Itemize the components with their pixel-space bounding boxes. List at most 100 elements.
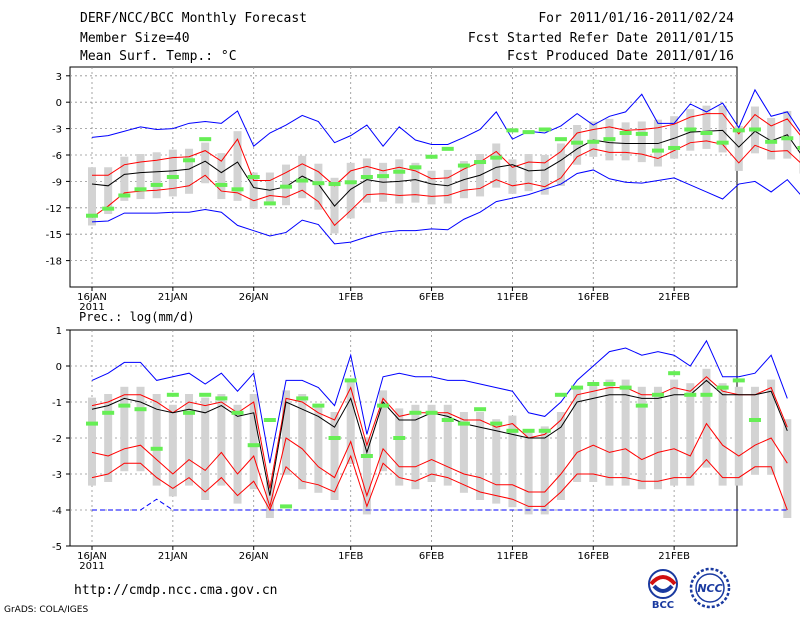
median-marker [280, 184, 293, 189]
spread-bar [540, 154, 549, 195]
x-tick-label: 16JAN [77, 551, 107, 562]
spread-bar [524, 154, 533, 192]
median-marker [684, 127, 697, 132]
spread-bar [476, 412, 485, 500]
p10_low-line [91, 454, 788, 512]
spread-bar [556, 412, 565, 500]
x-tick-label: 11FEB [497, 292, 529, 303]
median-marker [263, 201, 276, 206]
spread-bar [492, 419, 501, 504]
mean-line [91, 129, 800, 207]
median-marker [393, 436, 406, 440]
median-marker [425, 410, 438, 415]
median-marker [668, 371, 681, 376]
median-marker [571, 385, 584, 390]
median-marker [231, 410, 244, 415]
median-marker [441, 418, 454, 422]
spread-bar [459, 412, 468, 493]
spread-bar [298, 155, 307, 199]
spread-bar [104, 167, 113, 215]
spread-bar [621, 379, 630, 486]
median-marker [183, 410, 196, 415]
ncc-label: NCC [697, 582, 722, 595]
spread-bar [670, 116, 679, 159]
chart-title: DERF/NCC/BCC Monthly Forecast [80, 11, 307, 26]
x-tick-label: 6FEB [419, 551, 444, 562]
x-tick-label: 16JAN [77, 292, 107, 303]
spread-bar [201, 142, 210, 184]
spread-bar [120, 156, 129, 201]
y-tick-label: 0 [56, 362, 62, 373]
spread-bar [556, 143, 565, 186]
member-size: Member Size=40 [80, 31, 190, 46]
median-marker [797, 145, 800, 150]
spread-bar [767, 379, 776, 475]
median-marker [102, 206, 115, 211]
spread-bar [540, 426, 549, 515]
median-marker [457, 421, 470, 426]
spread-bar [702, 105, 711, 149]
spread-bar [589, 383, 598, 482]
median-marker [150, 446, 163, 451]
spread-bar [686, 383, 695, 486]
x-tick-label: 1FEB [338, 551, 363, 562]
median-marker [247, 443, 260, 448]
spread-bar [217, 153, 226, 200]
x-tick-label: 21FEB [658, 551, 690, 562]
median-marker [86, 421, 98, 426]
median-marker [263, 418, 276, 422]
median-marker [150, 182, 163, 187]
x-tick-label: 16FEB [577, 292, 609, 303]
median-marker [441, 146, 454, 151]
median-marker [166, 392, 179, 397]
median-marker [134, 407, 147, 412]
median-marker [748, 418, 761, 422]
spread-bar [298, 394, 307, 490]
spread-bar [670, 379, 679, 486]
median-marker [199, 137, 212, 142]
spread-bar [492, 143, 501, 188]
median-marker [102, 410, 115, 415]
spread-bar [508, 415, 517, 508]
median-marker [716, 385, 729, 390]
spread-bar [314, 404, 323, 493]
spread-bar [734, 386, 743, 486]
y-tick-label: 1 [56, 326, 62, 337]
x-tick-label: 21JAN [158, 551, 188, 562]
spread-bar [88, 167, 96, 226]
median-marker [393, 169, 406, 174]
spread-bar [168, 404, 177, 497]
spread-bar [508, 159, 517, 194]
median-marker [732, 128, 745, 133]
spread-bar [637, 386, 646, 490]
spread-bar [411, 404, 420, 490]
spread-bar [637, 121, 646, 163]
median-marker [651, 148, 664, 153]
median-marker [587, 139, 600, 144]
fcst-produced-date: Fcst Produced Date 2011/01/16 [507, 49, 734, 64]
p90-line [92, 113, 800, 187]
spread-bar [346, 162, 355, 219]
x-tick-label: 2011 [79, 561, 104, 572]
bcc-label: BCC [652, 600, 674, 610]
y-tick-label: -1 [52, 398, 62, 409]
median-marker [700, 131, 713, 135]
footer-url[interactable]: http://cmdp.ncc.cma.gov.cn [74, 583, 278, 598]
y-tick-label: -4 [52, 506, 62, 517]
median-marker [603, 382, 616, 386]
max-line [91, 339, 788, 464]
spread-bar [427, 170, 436, 205]
spread-bar [346, 379, 355, 464]
spread-bar [136, 154, 145, 200]
spread-bar [411, 162, 420, 203]
spread-bar [330, 412, 339, 500]
precip-variable-label: Prec.: log(mm/d) [79, 310, 195, 324]
median-marker [668, 145, 681, 150]
spread-bar [136, 386, 145, 472]
spread-bar [524, 430, 533, 515]
median-marker [377, 174, 390, 179]
y-tick-label: -5 [52, 542, 62, 553]
median-marker [538, 127, 551, 132]
